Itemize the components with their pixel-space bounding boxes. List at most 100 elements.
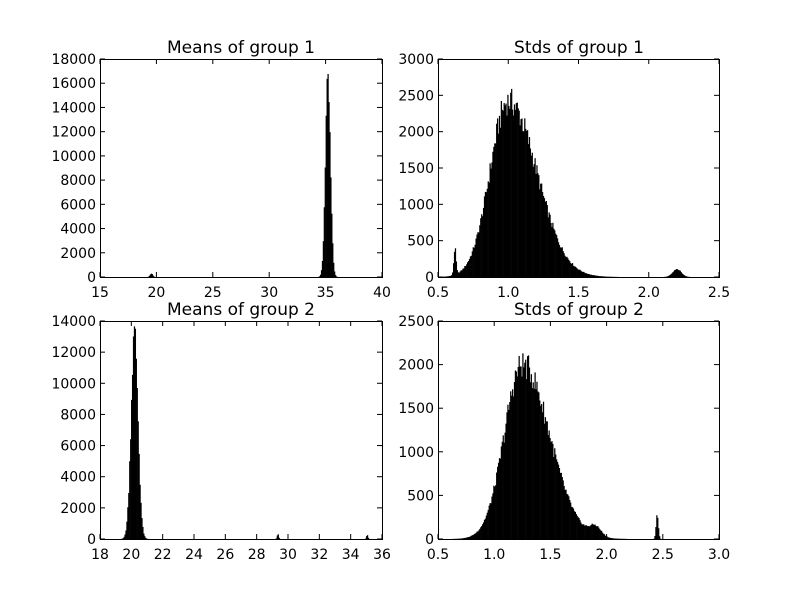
histogram-bar	[487, 181, 489, 277]
histogram-bar	[538, 175, 540, 277]
histogram-bar	[683, 274, 685, 277]
histogram-bar	[152, 275, 154, 277]
axis-ticks: 15 20 25 30 35 40 0 2000 4000 6000 8000 10000 12000 1…	[51, 52, 390, 301]
histogram-bar	[592, 524, 594, 539]
histogram-bar	[319, 274, 322, 277]
histogram-bar	[600, 530, 602, 539]
histogram-bar	[684, 275, 686, 277]
histogram-bar	[585, 525, 587, 539]
y-tick-label: 2000	[398, 358, 434, 374]
histogram-bar	[530, 374, 532, 539]
histogram-bar	[460, 270, 462, 277]
histogram-bar	[609, 537, 611, 539]
histogram-bar	[467, 262, 469, 277]
histogram-bar	[480, 527, 482, 539]
histogram-bar	[566, 256, 568, 277]
histogram-bar	[613, 538, 615, 539]
histogram-bar	[550, 442, 552, 539]
histogram-bar	[537, 173, 539, 277]
histogram-bar	[685, 276, 687, 277]
histogram-bar	[532, 382, 534, 539]
axes-frame	[100, 321, 383, 540]
histogram-bar	[547, 435, 549, 539]
axes-frame	[438, 321, 720, 540]
histogram-bar	[612, 538, 614, 539]
histogram-bar	[506, 412, 508, 539]
histogram-bar	[524, 362, 526, 539]
histogram-bar	[535, 389, 537, 539]
histogram-bar	[553, 456, 555, 539]
histogram-bar	[463, 268, 465, 277]
histogram-bar	[541, 183, 543, 277]
histogram-bar	[512, 396, 515, 539]
histogram-bar	[675, 269, 678, 277]
histogram-bar	[515, 103, 517, 277]
histogram-bar	[654, 536, 656, 539]
histogram-bar	[450, 275, 452, 277]
histogram-bar	[125, 530, 127, 539]
histogram-bar	[583, 524, 585, 539]
histogram-bar	[501, 109, 503, 277]
x-tick-label: 34	[342, 547, 360, 563]
histogram-bar	[556, 238, 559, 277]
histogram-bar	[579, 269, 581, 277]
histogram-bar	[523, 131, 525, 277]
histogram-bar	[656, 515, 658, 539]
histogram-bar	[517, 366, 519, 539]
histogram-bar	[569, 261, 571, 277]
histogram-bar	[600, 276, 602, 277]
histogram-bar	[528, 137, 531, 277]
histogram-bar	[571, 506, 573, 539]
histogram-bar	[470, 535, 473, 539]
histogram-bar	[149, 274, 152, 277]
histogram-bar	[278, 537, 280, 539]
histogram-bar	[474, 533, 476, 539]
histogram-bar	[544, 417, 547, 539]
histogram-bar	[655, 527, 657, 539]
histogram-bar	[552, 443, 554, 539]
y-tick-label: 8000	[60, 173, 96, 189]
y-tick-label: 8000	[60, 407, 96, 423]
histogram-bar	[477, 531, 479, 539]
x-tick-label: 1.5	[539, 547, 561, 563]
histogram-bar	[479, 225, 481, 277]
histogram-bar	[526, 356, 529, 539]
histogram-bar	[576, 268, 578, 277]
histogram-bar	[509, 401, 511, 539]
histogram-bar	[556, 461, 559, 539]
y-tick-label: 2500	[398, 314, 434, 330]
x-tick-label: 20	[147, 285, 165, 301]
histogram-bar	[476, 234, 478, 277]
histogram-bar	[686, 276, 688, 277]
histogram-bar	[512, 389, 514, 539]
histogram-bar	[133, 326, 136, 539]
histogram-bar	[558, 244, 561, 277]
histogram-bar	[569, 499, 571, 539]
histogram-bar	[503, 103, 505, 277]
histogram-bar	[519, 125, 521, 277]
x-tick-label: 28	[248, 547, 266, 563]
histogram-bar	[468, 536, 471, 539]
histogram-bar	[554, 230, 556, 277]
histogram-bar	[511, 395, 513, 539]
histogram-bar	[445, 276, 447, 277]
histogram-bar	[333, 262, 335, 277]
histogram-bar	[490, 503, 492, 539]
histogram-bar	[521, 118, 523, 278]
histogram-bar	[462, 538, 464, 539]
histogram-bar	[532, 166, 534, 277]
histogram-bar	[134, 328, 137, 539]
histogram-bar	[598, 527, 600, 539]
x-tick-label: 20	[122, 547, 140, 563]
axes-frame	[100, 59, 383, 278]
y-tick-label: 6000	[60, 197, 96, 213]
histogram-bar	[491, 162, 493, 277]
histogram-bar	[522, 353, 524, 539]
histogram-bar	[497, 462, 500, 539]
x-tick-label: 3.0	[708, 547, 730, 563]
histogram-bar	[543, 198, 546, 277]
y-tick-label: 12000	[51, 345, 96, 361]
histogram-bar	[592, 275, 594, 277]
histogram-bar	[487, 509, 489, 539]
histogram-bar	[678, 270, 680, 277]
